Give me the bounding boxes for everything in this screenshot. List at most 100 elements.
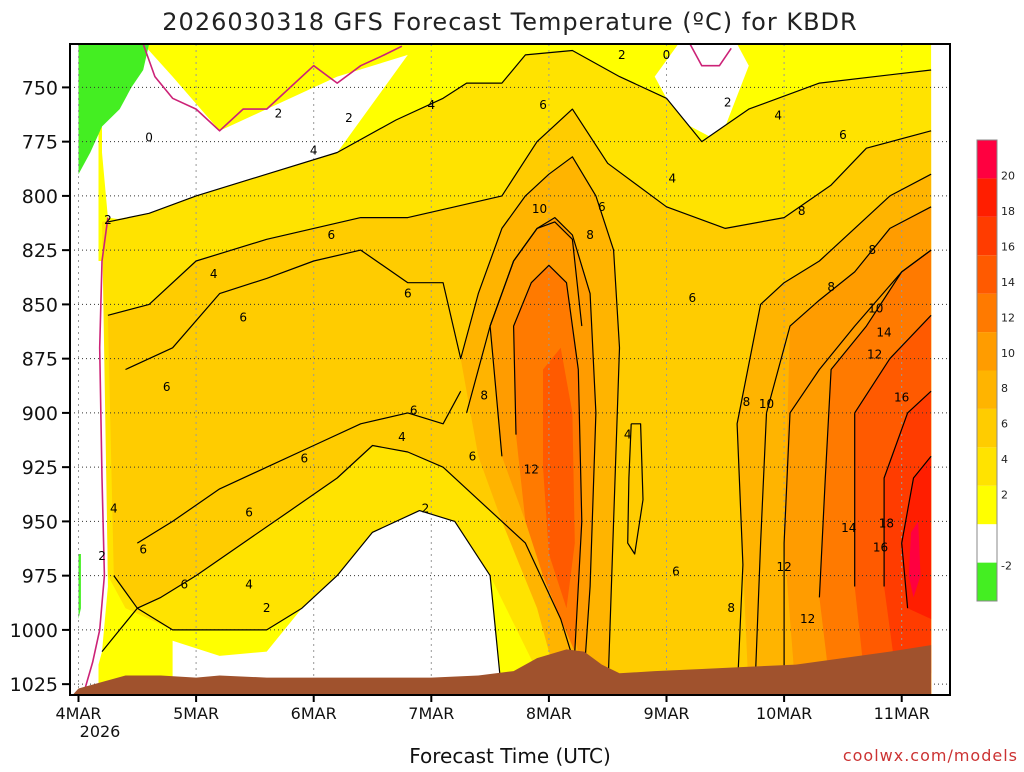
y-tick-label-975: 975 — [22, 566, 58, 588]
contour-label-6: 6 — [404, 287, 412, 301]
contour-4 — [627, 423, 644, 555]
contour-18 — [901, 455, 932, 609]
contour-label-6: 6 — [410, 404, 418, 418]
contour-label-8: 8 — [727, 601, 735, 615]
x-tick-label-5MAR: 5MAR — [173, 704, 219, 723]
colorbar-tick-label: -2 — [1001, 560, 1012, 573]
contour-label-8: 8 — [480, 389, 488, 403]
contour-label-2: 2 — [275, 106, 283, 120]
colorbar-tick-label: 8 — [1001, 382, 1008, 395]
temperature-fill-layer — [78, 44, 932, 695]
contour-label-6: 6 — [245, 506, 253, 520]
temp-band--4--2 — [78, 554, 81, 619]
contour-label-12: 12 — [524, 462, 539, 476]
contour-label-18: 18 — [879, 517, 894, 531]
contour-label-6: 6 — [469, 449, 477, 463]
colorbar-tick-label: 14 — [1001, 276, 1015, 289]
colorbar-tick-label: 20 — [1001, 169, 1015, 182]
contour-4 — [107, 108, 932, 316]
contour-10 — [489, 221, 583, 457]
colorbar-tick-label: 10 — [1001, 347, 1015, 360]
contour-label-12: 12 — [867, 347, 882, 361]
contour-label-6: 6 — [181, 577, 189, 591]
contour-label-10: 10 — [759, 397, 774, 411]
contour-label-6: 6 — [672, 564, 680, 578]
contour-label-2: 2 — [104, 213, 112, 227]
contour-6 — [125, 156, 621, 695]
colorbar: -2 2 4 6 8 10 12 14 16 18 20 — [976, 139, 1015, 602]
contour-label-4: 4 — [669, 172, 677, 186]
contour-label-4: 4 — [398, 430, 406, 444]
temp-band--4--2 — [78, 44, 150, 175]
y-tick-label-800: 800 — [22, 186, 58, 208]
contour-label-4: 4 — [624, 428, 632, 442]
colorbar-swatch — [977, 447, 997, 486]
y-tick-label-950: 950 — [22, 511, 58, 533]
x-tick-label-8MAR: 8MAR — [526, 704, 572, 723]
contour-label-8: 8 — [798, 204, 806, 218]
contour-label-6: 6 — [328, 228, 336, 242]
contour-label-4: 4 — [210, 267, 218, 281]
gridlines — [70, 44, 950, 695]
contour-2 — [101, 510, 503, 695]
contour-label-8: 8 — [868, 243, 876, 257]
x-tick-label-6MAR: 6MAR — [291, 704, 337, 723]
colorbar-swatch — [977, 408, 997, 448]
x-year-label: 2026 — [80, 722, 121, 741]
contour-label-6: 6 — [139, 543, 147, 557]
plot-frame — [69, 43, 951, 696]
contour-label-14: 14 — [841, 521, 856, 535]
contour-label-2: 2 — [263, 601, 271, 615]
x-axis-title: Forecast Time (UTC) — [409, 744, 611, 768]
temp-band--2-2 — [172, 510, 502, 695]
y-tick-label-1025: 1025 — [10, 674, 58, 696]
contour-label-6: 6 — [239, 310, 247, 324]
contour-label-2: 2 — [422, 501, 430, 515]
x-tick-label-4MAR: 4MAR — [55, 704, 101, 723]
colorbar-tick-label: 2 — [1001, 489, 1008, 502]
x-tick-label-9MAR: 9MAR — [643, 704, 689, 723]
contour-label-0: 0 — [663, 48, 671, 62]
colorbar-tick-label: 4 — [1001, 453, 1008, 466]
contour-label-16: 16 — [873, 540, 888, 554]
terrain-layer — [72, 645, 932, 695]
contour-6 — [736, 173, 932, 695]
contour-label-0: 0 — [145, 130, 153, 144]
colorbar-tick-label: 12 — [1001, 311, 1015, 324]
credit-link[interactable]: coolwx.com/models — [843, 746, 1018, 765]
contour-2 — [107, 49, 932, 223]
colorbar-swatch — [977, 178, 997, 217]
contour-label-6: 6 — [163, 380, 171, 394]
contour-label-6: 6 — [300, 451, 308, 465]
y-tick-label-925: 925 — [22, 457, 58, 479]
contour-4 — [113, 444, 585, 695]
contour-label-6: 6 — [539, 98, 547, 112]
x-tick-label-7MAR: 7MAR — [408, 704, 454, 723]
contour-label-6: 6 — [598, 200, 606, 214]
contour-label-8: 8 — [743, 395, 751, 409]
contour-label-8: 8 — [586, 228, 594, 242]
y-tick-label-750: 750 — [22, 77, 58, 99]
contour-14 — [854, 314, 932, 587]
contour-label-2: 2 — [98, 549, 106, 563]
y-tick-label-775: 775 — [22, 132, 58, 154]
y-tick-label-825: 825 — [22, 240, 58, 262]
contour-label-4: 4 — [110, 501, 118, 515]
x-axis: 2026 4MAR 5MAR 6MAR 7MAR 8MAR 9MAR 10MAR 11MAR — [55, 695, 930, 741]
colorbar-tick-label: 6 — [1001, 418, 1008, 431]
y-tick-label-875: 875 — [22, 349, 58, 371]
temp-band--2-2 — [102, 44, 408, 222]
colorbar-swatch — [977, 255, 997, 294]
contour-label-2: 2 — [345, 111, 353, 125]
contour-12 — [818, 249, 932, 598]
contour-label-4: 4 — [245, 577, 253, 591]
terrain-ground — [72, 645, 932, 695]
colorbar-swatch — [977, 370, 997, 409]
colorbar-tick-label: 16 — [1001, 240, 1015, 253]
colorbar-swatch — [977, 293, 997, 333]
contour-label-14: 14 — [876, 326, 891, 340]
x-tick-label-11MAR: 11MAR — [874, 704, 930, 723]
